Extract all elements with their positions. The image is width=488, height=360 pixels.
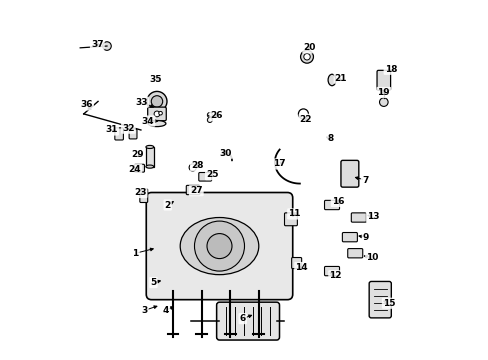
Text: 4: 4 [163, 306, 169, 315]
Text: 37: 37 [91, 40, 103, 49]
Text: 15: 15 [382, 299, 395, 308]
FancyBboxPatch shape [186, 185, 200, 195]
Text: 17: 17 [273, 159, 285, 168]
FancyBboxPatch shape [140, 189, 147, 203]
Circle shape [379, 98, 387, 107]
FancyBboxPatch shape [129, 129, 137, 139]
Circle shape [300, 50, 313, 63]
Text: 13: 13 [366, 212, 379, 221]
Text: 35: 35 [149, 75, 162, 84]
FancyBboxPatch shape [115, 128, 123, 140]
Text: 16: 16 [331, 197, 344, 206]
FancyBboxPatch shape [198, 172, 211, 181]
Text: 19: 19 [377, 88, 389, 97]
Text: 22: 22 [299, 115, 311, 124]
Text: 36: 36 [80, 100, 93, 109]
Text: 26: 26 [210, 111, 223, 120]
Text: 9: 9 [362, 233, 368, 242]
Circle shape [151, 96, 163, 107]
FancyBboxPatch shape [147, 107, 166, 121]
Circle shape [207, 117, 212, 122]
FancyBboxPatch shape [342, 233, 357, 242]
Text: 32: 32 [122, 124, 134, 133]
Ellipse shape [180, 217, 258, 275]
FancyBboxPatch shape [347, 249, 362, 258]
Text: 6: 6 [239, 314, 245, 323]
Text: 5: 5 [150, 278, 156, 287]
FancyBboxPatch shape [350, 213, 366, 222]
Text: 28: 28 [191, 161, 203, 170]
Text: 10: 10 [366, 253, 378, 262]
Text: 1: 1 [132, 249, 139, 258]
Ellipse shape [148, 121, 165, 127]
Circle shape [298, 109, 308, 119]
Text: 8: 8 [326, 134, 333, 143]
Ellipse shape [145, 145, 153, 149]
FancyBboxPatch shape [368, 282, 390, 318]
FancyBboxPatch shape [324, 266, 339, 276]
Text: 31: 31 [105, 126, 118, 135]
FancyBboxPatch shape [376, 70, 390, 90]
FancyBboxPatch shape [134, 164, 144, 172]
Circle shape [147, 91, 166, 111]
Text: 14: 14 [295, 263, 307, 272]
Text: 33: 33 [135, 98, 147, 107]
Circle shape [189, 164, 196, 171]
Text: 2: 2 [164, 201, 170, 210]
FancyBboxPatch shape [284, 213, 297, 226]
Text: 25: 25 [205, 170, 218, 179]
Circle shape [159, 111, 162, 115]
Text: 27: 27 [189, 186, 202, 195]
Ellipse shape [327, 74, 335, 86]
Circle shape [206, 234, 231, 258]
Text: 34: 34 [142, 117, 154, 126]
Circle shape [303, 54, 309, 60]
FancyBboxPatch shape [291, 257, 301, 269]
Text: 11: 11 [287, 210, 300, 219]
FancyBboxPatch shape [146, 193, 292, 300]
FancyBboxPatch shape [216, 302, 279, 340]
Text: 23: 23 [134, 188, 146, 197]
Text: 7: 7 [361, 176, 367, 185]
Circle shape [207, 112, 212, 117]
FancyBboxPatch shape [340, 160, 358, 187]
Text: 3: 3 [141, 306, 147, 315]
Text: 29: 29 [131, 150, 143, 159]
Text: 20: 20 [303, 43, 315, 52]
Text: 30: 30 [219, 149, 232, 158]
Circle shape [154, 111, 160, 117]
Text: 24: 24 [128, 165, 141, 174]
Circle shape [102, 42, 111, 50]
Text: 12: 12 [329, 271, 341, 280]
Bar [145, 147, 153, 167]
FancyBboxPatch shape [324, 201, 339, 210]
Text: 18: 18 [384, 65, 396, 74]
Text: 21: 21 [334, 74, 346, 83]
Circle shape [194, 221, 244, 271]
Ellipse shape [145, 165, 153, 168]
